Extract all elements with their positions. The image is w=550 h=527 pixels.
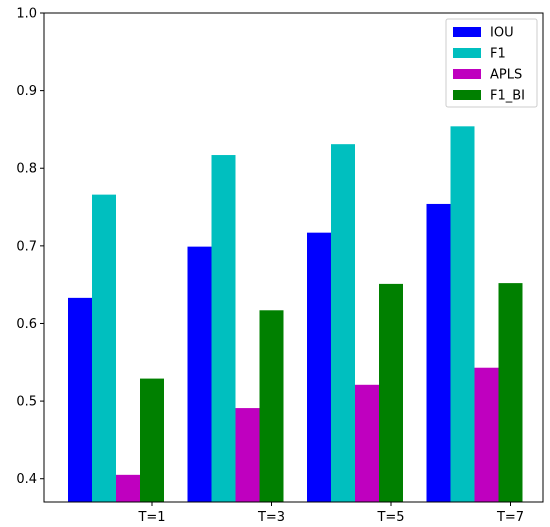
legend-swatch-apls: [453, 69, 481, 79]
y-tick-label: 0.6: [16, 317, 37, 332]
legend-label: IOU: [490, 26, 514, 41]
y-tick-label: 0.8: [16, 162, 37, 177]
bar-apls-t3: [235, 408, 260, 502]
bar-f1-t3: [211, 155, 236, 503]
legend-swatch-iou: [453, 27, 481, 37]
bar-iou-t5: [307, 232, 331, 502]
bar-apls-t5: [355, 384, 379, 502]
legend-label: F1: [490, 47, 506, 62]
legend-swatch-f1-bi: [453, 90, 481, 100]
bar-iou-t3: [187, 246, 212, 502]
legend-swatch-f1: [453, 48, 481, 58]
bar-f1-bi-t3: [259, 310, 284, 502]
x-tick-label: T=3: [257, 510, 285, 525]
y-tick-label: 0.5: [16, 395, 37, 410]
y-tick-label: 0.9: [16, 84, 37, 99]
x-tick-label: T=5: [376, 510, 404, 525]
legend-label: APLS: [490, 68, 522, 83]
bars-group: [68, 126, 523, 503]
bar-f1-t7: [450, 126, 475, 503]
bar-f1-bi-t7: [498, 283, 523, 502]
y-tick-label: 1.0: [16, 7, 37, 22]
bar-apls-t7: [474, 367, 499, 502]
bar-iou-t7: [426, 203, 451, 502]
legend-box: [445, 18, 538, 108]
y-tick-label: 0.4: [16, 472, 37, 487]
x-tick-label: T=1: [137, 510, 165, 525]
axes-frame: [43, 12, 544, 503]
y-tick-label: 0.7: [16, 239, 37, 254]
bar-f1-t5: [331, 144, 355, 502]
x-tick-label: T=7: [496, 510, 524, 525]
legend: IOU F1 APLS F1_BI: [445, 18, 538, 108]
bar-apls-t1: [116, 474, 140, 502]
legend-label: F1_BI: [490, 89, 525, 104]
bar-f1-t1: [92, 194, 116, 502]
bar-f1-bi-t5: [379, 283, 403, 502]
bar-f1-bi-t1: [140, 378, 164, 502]
y-axis-ticks: 0.4 0.5 0.6 0.7 0.8 0.9 1.0: [16, 7, 44, 487]
x-axis-ticks: T=1 T=3 T=5 T=7: [137, 502, 524, 525]
bar-iou-t1: [68, 297, 92, 502]
